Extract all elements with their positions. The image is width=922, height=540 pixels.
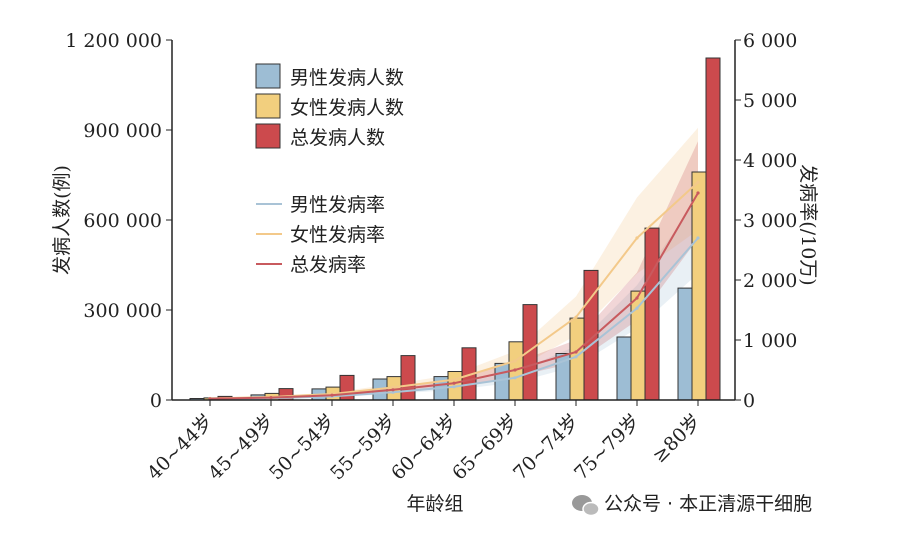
y2-tick-label: 4 000 bbox=[743, 150, 797, 172]
x-tick-label: 65~69岁 bbox=[448, 410, 522, 484]
y2-tick-label: 0 bbox=[743, 390, 755, 412]
bar bbox=[677, 287, 693, 401]
rate-point bbox=[330, 393, 334, 397]
bar bbox=[400, 355, 416, 401]
rate-point bbox=[635, 306, 639, 310]
x-tick-label: 55~59岁 bbox=[326, 410, 400, 484]
rate-point bbox=[513, 368, 517, 372]
rate-point bbox=[452, 378, 456, 382]
rate-point bbox=[452, 381, 456, 385]
rate-point bbox=[696, 236, 700, 240]
x-tick-label: 75~79岁 bbox=[570, 410, 644, 484]
y-axis-label: 发病人数(例) bbox=[51, 165, 73, 275]
y2-axis-label: 发病率(/10万) bbox=[797, 164, 819, 285]
y-tick-label: 300 000 bbox=[83, 300, 162, 322]
bar bbox=[705, 57, 721, 401]
rate-point bbox=[391, 390, 395, 394]
bar bbox=[494, 362, 510, 401]
rate-point bbox=[391, 388, 395, 392]
wechat-icon bbox=[572, 495, 600, 517]
bar bbox=[644, 227, 660, 401]
legend-label: 男性发病率 bbox=[290, 194, 385, 216]
y-tick-label: 900 000 bbox=[83, 120, 162, 142]
rate-point bbox=[513, 359, 517, 363]
rate-point bbox=[696, 180, 700, 184]
rate-lines bbox=[208, 180, 700, 401]
x-tick-label: 40~44岁 bbox=[143, 410, 217, 484]
y2-tick-label: 1 000 bbox=[743, 330, 797, 352]
legend-label: 女性发病人数 bbox=[290, 97, 404, 119]
legend-swatch bbox=[255, 63, 281, 89]
legend-label: 女性发病率 bbox=[290, 224, 385, 246]
rate-point bbox=[513, 376, 517, 380]
y-tick-label: 0 bbox=[150, 390, 162, 412]
y-tick-label: 1 200 000 bbox=[65, 30, 162, 52]
y2-tick-label: 3 000 bbox=[743, 210, 797, 232]
rate-point bbox=[574, 315, 578, 319]
x-tick-label: 45~49岁 bbox=[204, 410, 278, 484]
rate-point bbox=[574, 355, 578, 359]
rate-point bbox=[574, 350, 578, 354]
y2-tick-label: 5 000 bbox=[743, 90, 797, 112]
watermark: 公众号 · 本正清源干细胞 bbox=[572, 493, 812, 517]
y2-tick-label: 2 000 bbox=[743, 270, 797, 292]
x-tick-label: 50~54岁 bbox=[265, 410, 339, 484]
rate-point bbox=[452, 385, 456, 389]
legend-swatch bbox=[255, 123, 281, 149]
x-tick-label: ≥80岁 bbox=[648, 410, 705, 467]
x-tick-label: 60~64岁 bbox=[387, 410, 461, 484]
legend-swatch bbox=[255, 93, 281, 119]
bar bbox=[522, 304, 538, 401]
rate-point bbox=[696, 191, 700, 195]
bar bbox=[616, 336, 632, 401]
rate-point bbox=[635, 296, 639, 300]
legend-label: 男性发病人数 bbox=[290, 67, 404, 89]
legend-label: 总发病率 bbox=[290, 254, 366, 276]
legend-label: 总发病人数 bbox=[290, 127, 385, 149]
watermark-text: 公众号 · 本正清源干细胞 bbox=[604, 493, 812, 515]
rate-point bbox=[269, 396, 273, 400]
x-axis-label: 年龄组 bbox=[406, 493, 463, 515]
rate-point bbox=[391, 385, 395, 389]
y2-tick-label: 6 000 bbox=[743, 30, 797, 52]
x-tick-label: 70~74岁 bbox=[509, 410, 583, 484]
rate-point bbox=[635, 236, 639, 240]
y-tick-label: 600 000 bbox=[83, 210, 162, 232]
bar bbox=[691, 171, 707, 401]
